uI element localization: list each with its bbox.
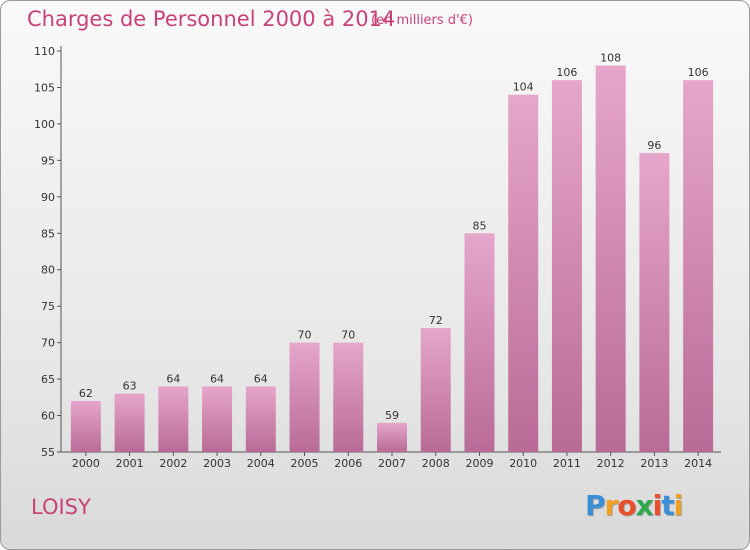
x-tick-label: 2003 bbox=[203, 457, 231, 470]
logo-letter: o bbox=[617, 489, 636, 522]
y-tick-label: 75 bbox=[41, 300, 55, 313]
y-tick-label: 55 bbox=[41, 446, 55, 459]
x-tick-label: 2014 bbox=[684, 457, 712, 470]
bar bbox=[595, 65, 626, 452]
y-tick-label: 100 bbox=[34, 118, 55, 131]
bar bbox=[114, 393, 145, 452]
logo-letter: i bbox=[652, 489, 663, 522]
data-label: 70 bbox=[298, 329, 312, 342]
data-label: 85 bbox=[472, 219, 486, 232]
bar bbox=[333, 342, 364, 452]
commune-name: LOISY bbox=[31, 495, 91, 519]
proxiti-logo: Proxiti bbox=[585, 489, 684, 522]
x-tick-label: 2006 bbox=[334, 457, 362, 470]
data-label: 104 bbox=[513, 81, 534, 94]
x-tick-label: 2000 bbox=[72, 457, 100, 470]
logo-letter: t bbox=[661, 489, 674, 522]
bar bbox=[377, 422, 407, 452]
bar bbox=[70, 400, 101, 452]
x-tick-label: 2010 bbox=[509, 457, 537, 470]
bar bbox=[420, 328, 451, 452]
x-tick-label: 2005 bbox=[291, 457, 319, 470]
data-label: 72 bbox=[429, 314, 443, 327]
data-label: 70 bbox=[341, 329, 355, 342]
bar bbox=[245, 386, 276, 452]
chart-subtitle: (en milliers d'€) bbox=[371, 13, 473, 28]
data-label: 96 bbox=[647, 139, 661, 152]
data-label: 64 bbox=[210, 372, 224, 385]
y-tick-label: 60 bbox=[41, 410, 55, 423]
x-tick-label: 2011 bbox=[553, 457, 581, 470]
y-tick-label: 105 bbox=[34, 81, 55, 94]
bar bbox=[158, 386, 189, 452]
y-tick-label: 65 bbox=[41, 373, 55, 386]
y-tick-label: 90 bbox=[41, 191, 55, 204]
logo-letter: r bbox=[604, 489, 619, 522]
data-label: 62 bbox=[79, 387, 93, 400]
x-tick-label: 2004 bbox=[247, 457, 275, 470]
x-tick-label: 2013 bbox=[640, 457, 668, 470]
x-tick-label: 2001 bbox=[116, 457, 144, 470]
bar bbox=[683, 80, 714, 452]
data-label: 63 bbox=[123, 380, 137, 393]
data-label: 106 bbox=[688, 66, 709, 79]
logo-letter: P bbox=[585, 489, 606, 522]
data-label: 64 bbox=[166, 372, 180, 385]
y-tick-label: 95 bbox=[41, 154, 55, 167]
x-tick-label: 2008 bbox=[422, 457, 450, 470]
y-tick-label: 70 bbox=[41, 337, 55, 350]
y-tick-label: 85 bbox=[41, 227, 55, 240]
data-label: 64 bbox=[254, 372, 268, 385]
x-tick-label: 2007 bbox=[378, 457, 406, 470]
y-tick-label: 110 bbox=[34, 45, 55, 58]
bar bbox=[202, 386, 233, 452]
logo-letter: x bbox=[635, 489, 654, 522]
bar bbox=[551, 80, 582, 452]
data-label: 59 bbox=[385, 409, 399, 422]
data-label: 106 bbox=[556, 66, 577, 79]
chart-title: Charges de Personnel 2000 à 2014 bbox=[27, 7, 396, 31]
bar bbox=[289, 342, 320, 452]
x-tick-label: 2009 bbox=[465, 457, 493, 470]
bar bbox=[508, 94, 539, 452]
bar bbox=[464, 233, 495, 452]
y-tick-label: 80 bbox=[41, 264, 55, 277]
logo-letter: i bbox=[673, 489, 684, 522]
bar bbox=[639, 153, 670, 452]
x-tick-label: 2012 bbox=[597, 457, 625, 470]
x-tick-label: 2002 bbox=[159, 457, 187, 470]
data-label: 108 bbox=[600, 52, 621, 65]
